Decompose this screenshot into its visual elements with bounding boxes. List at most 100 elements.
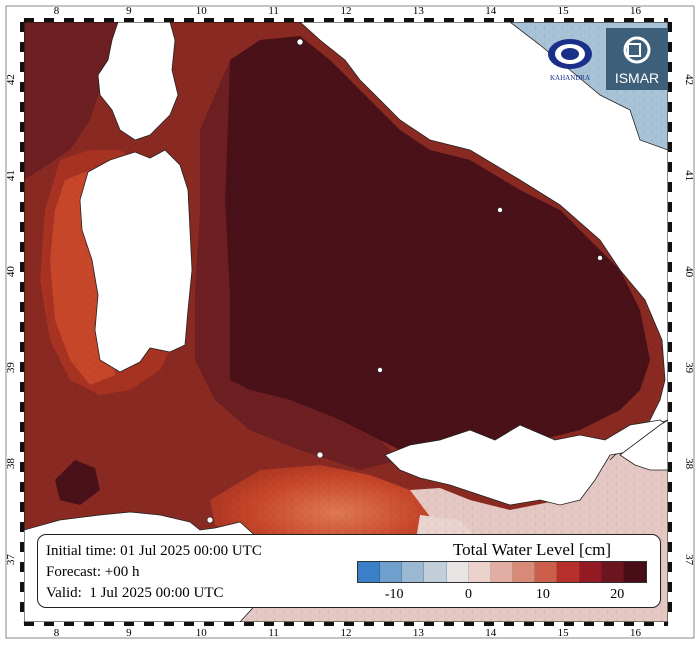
lat-tick-label: 39 — [683, 362, 695, 374]
frame-segment — [20, 552, 24, 562]
lon-tick-label: 13 — [413, 627, 425, 639]
frame-segment — [20, 402, 24, 412]
frame-segment — [668, 32, 672, 42]
map-frame-outer — [5, 5, 695, 639]
frame-segment — [668, 352, 672, 362]
frame-segment — [20, 62, 24, 72]
frame-segment — [454, 18, 464, 22]
island-elba — [296, 38, 304, 46]
frame-segment — [254, 18, 264, 22]
frame-segment — [668, 252, 672, 262]
frame-segment — [644, 18, 654, 22]
lon-tick-label: 14 — [485, 5, 497, 17]
frame-segment — [74, 622, 84, 626]
frame-segment — [594, 18, 604, 22]
frame-segment — [20, 392, 24, 402]
colorbar-tick-label: 0 — [465, 587, 473, 602]
frame-segment — [668, 172, 672, 182]
frame-segment — [668, 102, 672, 112]
frame-segment — [20, 502, 24, 512]
frame-segment — [668, 462, 672, 472]
frame-segment — [194, 622, 204, 626]
colorbar-tick-label: -10 — [384, 587, 404, 602]
lat-tick-label: 42 — [683, 74, 695, 85]
frame-segment — [668, 162, 672, 172]
tick-labels: 8 8 9 9 10 10 11 11 12 12 13 13 14 14 15 15 16 16 37 37 38 38… — [5, 5, 695, 639]
frame-segment — [20, 312, 24, 322]
colorbar-tick-label: 10 — [535, 587, 550, 602]
frame-segment — [20, 132, 24, 142]
frame-segment — [384, 18, 394, 22]
frame-segment — [668, 242, 672, 252]
frame-segment — [304, 622, 314, 626]
lon-tick-label: 9 — [126, 5, 132, 17]
frame-segment — [124, 622, 134, 626]
frame-segment — [20, 252, 24, 262]
frame-segment — [20, 612, 24, 622]
frame-segment — [364, 18, 374, 22]
frame-segment — [514, 18, 524, 22]
frame-segment — [164, 622, 174, 626]
frame-segment — [564, 18, 574, 22]
frame-segment — [20, 602, 24, 612]
frame-segment — [334, 622, 344, 626]
colorbar-swatch — [535, 562, 558, 582]
frame-segment — [624, 18, 634, 22]
frame-segment — [20, 442, 24, 452]
frame-segment — [20, 422, 24, 432]
frame-segment — [274, 622, 284, 626]
frame-segment — [20, 592, 24, 602]
info-panel: Initial time: 01 Jul 2025 00:00 UTC Fore… — [37, 534, 661, 608]
frame-segment — [234, 18, 244, 22]
frame-segment — [664, 622, 668, 626]
legend-title: Total Water Level [cm] — [452, 540, 612, 559]
frame-segment — [20, 162, 24, 172]
frame-segment — [554, 18, 564, 22]
frame-segment — [20, 22, 24, 32]
frame-segment — [668, 132, 672, 142]
frame-segment — [304, 18, 314, 22]
frame-segment — [94, 18, 104, 22]
frame-segment — [668, 532, 672, 542]
colorbar-swatch — [380, 562, 403, 582]
initial-time-text: Initial time: 01 Jul 2025 00:00 UTC — [46, 543, 262, 559]
lon-tick-label: 14 — [485, 627, 497, 639]
colorbar-swatch — [601, 562, 624, 582]
island-aeolian-2 — [377, 367, 383, 373]
frame-segment — [294, 18, 304, 22]
frame-segment — [20, 172, 24, 182]
lat-tick-label: 41 — [683, 170, 695, 181]
lon-tick-label: 12 — [341, 627, 352, 639]
frame-segment — [194, 18, 204, 22]
frame-segment — [668, 82, 672, 92]
lon-tick-label: 12 — [341, 5, 352, 17]
frame-segment — [504, 622, 514, 626]
lon-tick-label: 9 — [126, 627, 132, 639]
frame-segment — [534, 622, 544, 626]
frame-segment — [668, 42, 672, 52]
frame-segment — [264, 622, 274, 626]
frame-segment — [534, 18, 544, 22]
frame-segment — [668, 212, 672, 222]
frame-segment — [74, 18, 84, 22]
frame-segment — [314, 18, 324, 22]
frame-segment — [174, 622, 184, 626]
frame-segment — [284, 622, 294, 626]
frame-segment — [668, 262, 672, 272]
frame-segment — [668, 202, 672, 212]
frame-segment — [20, 272, 24, 282]
frame-segment — [224, 18, 234, 22]
land-calabria-south — [619, 419, 668, 471]
frame-segment — [334, 18, 344, 22]
frame-segment — [20, 212, 24, 222]
frame-segment — [20, 582, 24, 592]
frame-segment — [24, 622, 34, 626]
frame-segment — [214, 622, 224, 626]
kahandra-logo: KAHANDRA — [540, 32, 600, 90]
frame-segment — [668, 612, 672, 622]
frame-segment — [114, 18, 124, 22]
frame-segment — [668, 452, 672, 462]
lon-tick-label: 15 — [558, 627, 570, 639]
frame-segment — [34, 18, 44, 22]
frame-segment — [20, 282, 24, 292]
